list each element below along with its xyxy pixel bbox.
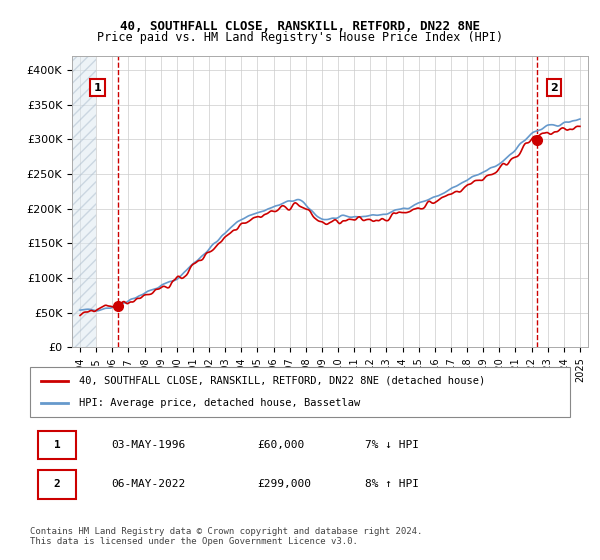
Text: 1: 1 <box>94 83 101 92</box>
Text: 1: 1 <box>53 440 61 450</box>
Text: Price paid vs. HM Land Registry's House Price Index (HPI): Price paid vs. HM Land Registry's House … <box>97 31 503 44</box>
Text: £299,000: £299,000 <box>257 479 311 489</box>
FancyBboxPatch shape <box>38 470 76 498</box>
FancyBboxPatch shape <box>30 367 570 417</box>
FancyBboxPatch shape <box>38 431 76 459</box>
Text: £60,000: £60,000 <box>257 440 304 450</box>
Text: Contains HM Land Registry data © Crown copyright and database right 2024.
This d: Contains HM Land Registry data © Crown c… <box>30 526 422 546</box>
Text: 03-MAY-1996: 03-MAY-1996 <box>111 440 185 450</box>
Text: 2: 2 <box>53 479 61 489</box>
Text: 8% ↑ HPI: 8% ↑ HPI <box>365 479 419 489</box>
Text: 7% ↓ HPI: 7% ↓ HPI <box>365 440 419 450</box>
Text: 40, SOUTHFALL CLOSE, RANSKILL, RETFORD, DN22 8NE (detached house): 40, SOUTHFALL CLOSE, RANSKILL, RETFORD, … <box>79 376 485 386</box>
Text: 40, SOUTHFALL CLOSE, RANSKILL, RETFORD, DN22 8NE: 40, SOUTHFALL CLOSE, RANSKILL, RETFORD, … <box>120 20 480 32</box>
Bar <box>72 56 96 347</box>
Text: HPI: Average price, detached house, Bassetlaw: HPI: Average price, detached house, Bass… <box>79 398 360 408</box>
Text: 2: 2 <box>550 83 558 92</box>
Text: 06-MAY-2022: 06-MAY-2022 <box>111 479 185 489</box>
